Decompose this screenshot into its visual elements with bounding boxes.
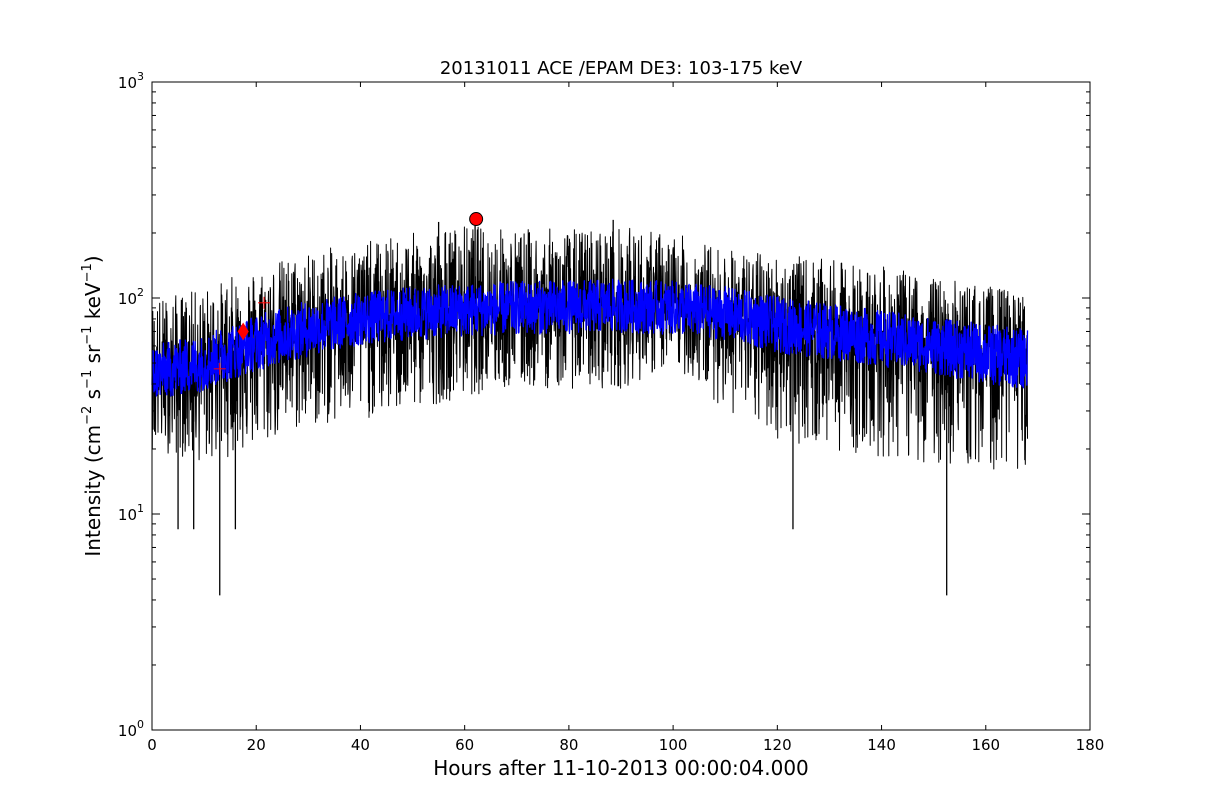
axis-ticks: 0 20 40 60 80 100 120 140 160 180 100 101 102 103 xyxy=(118,70,1104,754)
y-axis-title: Intensity (cm−2 s−1 sr−1 keV−1) xyxy=(80,255,105,556)
x-axis-title: Hours after 11-10-2013 00:00:04.000 xyxy=(433,756,809,780)
marker-plus-0 xyxy=(213,362,226,375)
axes-frame xyxy=(151,81,1091,731)
chart-title: 20131011 ACE /EPAM DE3: 103-175 keV xyxy=(440,58,803,79)
y-tick-label-1: 101 xyxy=(118,502,144,524)
x-tick-label-8: 160 xyxy=(971,736,1000,754)
x-tick-label-6: 120 xyxy=(763,736,792,754)
x-tick-label-1: 20 xyxy=(247,736,266,754)
x-tick-label-4: 80 xyxy=(559,736,578,754)
marker-diamond-1 xyxy=(237,322,249,341)
series-smoothed xyxy=(151,278,1029,397)
marker-plus-2 xyxy=(258,296,271,309)
x-tick-label-5: 100 xyxy=(659,736,688,754)
x-tick-label-2: 40 xyxy=(351,736,370,754)
x-tick-label-9: 180 xyxy=(1076,736,1105,754)
y-tick-label-3: 103 xyxy=(118,70,144,92)
x-tick-label-7: 140 xyxy=(867,736,896,754)
x-tick-label-0: 0 xyxy=(147,736,157,754)
marker-circle-3 xyxy=(469,212,484,227)
plot-area xyxy=(151,212,1029,596)
x-tick-label-3: 60 xyxy=(455,736,474,754)
y-tick-label-2: 102 xyxy=(118,286,144,308)
y-tick-label-0: 100 xyxy=(118,718,144,740)
